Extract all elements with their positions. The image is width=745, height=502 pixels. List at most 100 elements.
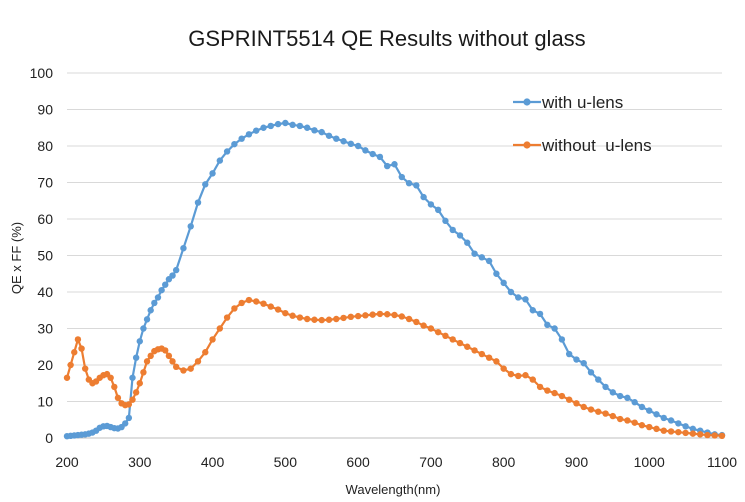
data-point (362, 312, 369, 319)
data-point (558, 392, 566, 400)
x-tick-label: 400 (201, 454, 225, 470)
x-tick-label: 1000 (634, 454, 665, 470)
gridlines (67, 72, 722, 402)
data-point (573, 400, 580, 407)
data-point (536, 383, 544, 391)
data-point (136, 380, 143, 387)
data-point (398, 173, 405, 181)
data-point (413, 318, 420, 326)
data-point (682, 429, 689, 437)
x-tick-label: 900 (565, 454, 589, 470)
data-point (471, 250, 478, 257)
data-point (289, 121, 296, 129)
data-point (376, 153, 384, 161)
data-point (638, 403, 646, 411)
y-axis-ticks: 0 10 20 30 40 50 60 70 80 90 100 (30, 65, 54, 446)
data-point (362, 147, 369, 154)
data-point (442, 332, 449, 339)
data-point (485, 257, 493, 265)
data-point (67, 361, 74, 369)
legend-item-with-u-lens: with u-lens (513, 93, 623, 112)
data-series (63, 119, 726, 440)
data-point (303, 315, 311, 323)
data-point (333, 135, 340, 142)
data-point (653, 411, 660, 418)
data-point (318, 316, 325, 324)
data-point (296, 314, 304, 321)
data-point (660, 427, 667, 434)
data-point (260, 124, 267, 131)
data-point (114, 394, 122, 402)
data-point (434, 328, 442, 336)
legend-label-with-u-lens: with u-lens (541, 93, 623, 112)
data-point (471, 347, 478, 354)
data-point (143, 316, 151, 323)
data-point (500, 365, 507, 372)
data-point (216, 157, 224, 164)
y-tick-label: 70 (37, 175, 53, 191)
data-point (187, 365, 194, 372)
data-point (147, 307, 154, 314)
data-point (675, 420, 682, 427)
x-tick-label: 500 (274, 454, 298, 470)
data-point (696, 431, 704, 438)
data-point (194, 199, 202, 206)
x-tick-label: 300 (128, 454, 152, 470)
data-point (162, 347, 169, 354)
data-point (165, 352, 173, 360)
legend-item-without-u-lens: without u-lens (513, 136, 652, 155)
data-point (274, 306, 282, 313)
data-point (456, 339, 464, 347)
data-point (631, 399, 638, 406)
data-point (704, 431, 711, 439)
data-point (689, 425, 697, 433)
data-point (376, 310, 384, 318)
data-point (667, 428, 675, 435)
data-point (369, 311, 376, 318)
data-point (132, 354, 140, 361)
y-tick-label: 20 (37, 357, 53, 373)
data-point (202, 349, 209, 356)
y-tick-label: 90 (37, 102, 53, 118)
data-point (485, 354, 493, 361)
data-point (427, 201, 435, 208)
data-point (162, 281, 169, 288)
data-point (493, 270, 500, 277)
data-point (132, 389, 140, 396)
data-point (172, 266, 180, 274)
y-tick-label: 60 (37, 211, 53, 227)
data-point (536, 310, 544, 318)
data-point (638, 422, 646, 429)
data-point (172, 363, 180, 371)
data-point (231, 140, 238, 148)
data-point (347, 140, 355, 148)
data-point (74, 336, 82, 343)
x-axis-label: Wavelength(nm) (346, 482, 441, 497)
x-tick-label: 1100 (707, 454, 737, 470)
data-point (136, 338, 143, 345)
legend-marker-with-u-lens (523, 98, 531, 106)
data-point (529, 307, 536, 314)
data-point (63, 374, 71, 381)
series-without-u-lens (63, 296, 726, 440)
x-tick-label: 700 (419, 454, 443, 470)
data-point (449, 336, 456, 343)
data-point (129, 374, 136, 381)
data-point (125, 414, 133, 422)
legend-label-without-u-lens: without u-lens (541, 136, 652, 155)
data-point (565, 396, 573, 403)
data-point (111, 383, 118, 391)
data-point (456, 232, 464, 239)
data-point (303, 124, 311, 131)
data-point (238, 299, 245, 307)
data-point (718, 432, 726, 440)
data-point (325, 316, 333, 323)
data-point (434, 206, 442, 214)
data-point (384, 162, 391, 170)
data-point (311, 316, 318, 323)
data-point (267, 303, 274, 310)
data-point (616, 415, 624, 423)
data-point (122, 420, 129, 427)
y-tick-label: 10 (37, 394, 53, 410)
